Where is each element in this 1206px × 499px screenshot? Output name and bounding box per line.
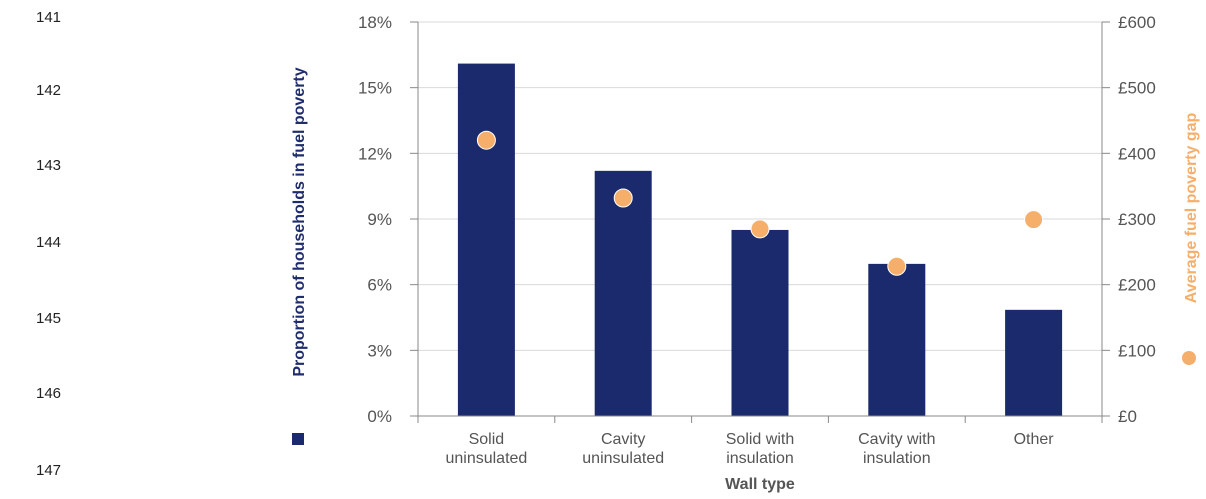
dot [613,188,633,208]
right-axis-title: Average fuel poverty gap [1183,112,1200,303]
dot [887,256,907,276]
line-number: 146 [36,385,62,402]
left-tick-label: 18% [358,13,392,32]
category-label: Other [1014,431,1055,448]
axes [410,21,1110,423]
left-tick-label: 0% [367,407,392,426]
category-label: Cavity with [858,431,935,448]
left-tick-label: 12% [358,144,392,163]
right-tick-label: £0 [1118,407,1137,426]
right-tick-label: £100 [1118,341,1156,360]
line-number: 144 [36,234,62,251]
bar [594,170,652,416]
category-label: uninsulated [445,450,527,467]
line-number: 145 [36,310,62,327]
right-tick-label: £600 [1118,13,1156,32]
category-label: Cavity [601,431,645,448]
left-tick-label: 15% [358,79,392,98]
line-number: 143 [36,157,62,174]
labels: 0% 3% 6% 9% 12% 15% 18% £0 £100 £200 £300 £400 £500 £… [291,13,1200,493]
bar [1005,309,1063,416]
bar [868,263,926,416]
category-label: insulation [863,450,931,467]
line-number: 141 [36,9,62,26]
left-tick-label: 6% [367,276,392,295]
dot [476,130,496,150]
bar [731,229,789,416]
line-number: 142 [36,82,62,99]
right-tick-label: £300 [1118,210,1156,229]
category-label: uninsulated [582,450,664,467]
x-axis-title: Wall type [725,476,795,493]
bars [457,63,1063,416]
left-axis-title: Proportion of households in fuel poverty [291,67,308,376]
right-legend-dot [1182,351,1196,365]
bar [457,63,515,416]
category-label: Solid with [726,431,794,448]
right-tick-label: £200 [1118,276,1156,295]
right-tick-label: £500 [1118,79,1156,98]
category-label: insulation [726,450,794,467]
line-number: 147 [36,462,62,479]
right-tick-label: £400 [1118,144,1156,163]
dots [476,130,1044,276]
dot [750,219,770,239]
category-label: Solid [469,431,505,448]
left-legend-square [292,433,304,445]
left-tick-label: 9% [367,210,392,229]
dot [1024,210,1044,230]
left-tick-label: 3% [367,341,392,360]
